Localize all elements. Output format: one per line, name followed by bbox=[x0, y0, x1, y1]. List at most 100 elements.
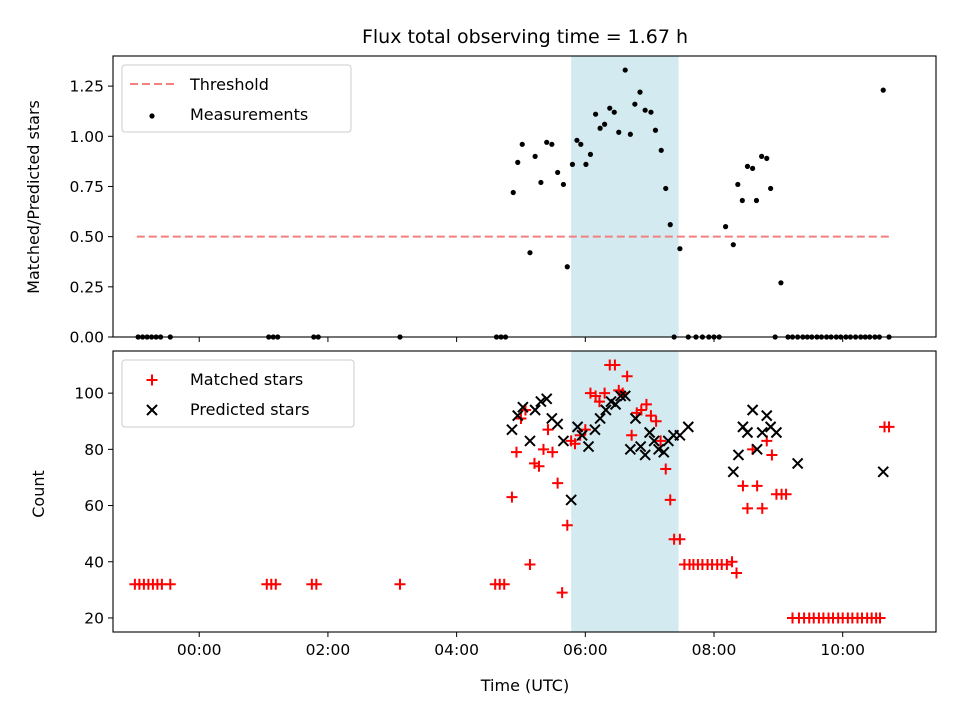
panel0-measurements-point bbox=[627, 131, 633, 137]
panel1-y-tick-label: 40 bbox=[84, 553, 104, 571]
panel1-predicted-stars-point bbox=[727, 466, 740, 478]
panel0-measurements-point bbox=[730, 242, 736, 248]
panel0-measurements-point bbox=[616, 129, 622, 135]
panel1-matched-stars-point bbox=[751, 480, 763, 492]
top-y-axis-label: Matched/Predicted stars bbox=[24, 100, 43, 294]
panel0-measurements-point bbox=[527, 250, 533, 256]
panel1-predicted-stars-point bbox=[600, 404, 612, 416]
legend-measurements-label: Measurements bbox=[190, 105, 308, 124]
legend-predicted-label: Predicted stars bbox=[190, 400, 310, 419]
panel1-predicted-stars-point bbox=[614, 390, 627, 402]
panel1-matched-stars-point bbox=[599, 387, 611, 399]
panel1-predicted-stars-point bbox=[658, 446, 670, 458]
panel1-predicted-stars-point bbox=[582, 440, 595, 453]
panel0-measurements-point bbox=[663, 185, 669, 192]
panel1-matched-stars-point bbox=[310, 578, 322, 590]
panel1-y-tick-label: 20 bbox=[84, 609, 104, 627]
panel1-predicted-stars-point bbox=[770, 426, 783, 439]
panel0-y-tick-label: 0.75 bbox=[69, 178, 104, 196]
legend-matched-marker bbox=[146, 374, 158, 386]
panel1-matched-stars-point bbox=[590, 390, 602, 402]
panel1-matched-stars-point bbox=[780, 488, 792, 500]
x-tick-label: 02:00 bbox=[306, 641, 351, 659]
panel1-predicted-stars-point bbox=[746, 404, 759, 416]
panel0-measurements-point bbox=[510, 189, 516, 196]
panel0-y-tick-label: 0.00 bbox=[69, 329, 104, 347]
panel1-predicted-stars-point bbox=[589, 423, 601, 436]
panel1-matched-stars-point bbox=[270, 578, 282, 590]
bottom-axes-frame bbox=[112, 350, 937, 633]
panel0-measurements-point bbox=[739, 197, 745, 204]
panel0-measurements-point bbox=[515, 159, 521, 165]
panel1-predicted-stars-point bbox=[674, 429, 686, 442]
panel1-predicted-stars-point bbox=[506, 423, 518, 436]
panel1-series-1 bbox=[506, 390, 889, 506]
panel0-series-0 bbox=[135, 67, 892, 340]
panel0-measurements-point bbox=[574, 137, 580, 143]
panel1-predicted-stars-point bbox=[609, 398, 622, 411]
panel1-predicted-stars-point bbox=[517, 401, 529, 413]
panel0-measurements-point bbox=[569, 161, 576, 167]
panel1-matched-stars-point bbox=[556, 587, 568, 599]
panel1-matched-stars-point bbox=[635, 404, 647, 416]
panel1-matched-stars-point bbox=[574, 429, 586, 441]
panel0-measurements-point bbox=[538, 179, 544, 186]
legend-matched-label: Matched stars bbox=[190, 370, 303, 389]
bottom-legend: Matched stars Predicted stars bbox=[121, 359, 355, 428]
panel1-predicted-stars-point bbox=[540, 393, 553, 405]
legend-predicted-marker bbox=[146, 404, 158, 416]
panel0-measurements-point bbox=[778, 280, 784, 286]
panel1-matched-stars-point bbox=[737, 480, 749, 492]
panel0-measurements-point bbox=[622, 67, 628, 73]
top-axes-frame bbox=[112, 55, 937, 338]
panel1-predicted-stars-point bbox=[524, 435, 536, 447]
panel0-measurements-point bbox=[611, 109, 617, 115]
panel1-predicted-stars-point bbox=[791, 457, 804, 470]
panel1-predicted-stars-point bbox=[565, 494, 577, 506]
panel1-matched-stars-point bbox=[640, 398, 652, 410]
x-axis-label: Time (UTC) bbox=[480, 676, 569, 695]
panel1-matched-stars-point bbox=[533, 460, 545, 472]
panel0-y-tick-label: 0.25 bbox=[69, 278, 104, 296]
panel1-predicted-stars-point bbox=[751, 443, 763, 456]
panel1-matched-stars-point bbox=[609, 359, 621, 371]
bottom-x-axis: 00:00 02:00 04:00 06:00 08:00 10:00 bbox=[177, 632, 865, 659]
panel0-measurements-point bbox=[593, 111, 599, 117]
x-tick-label: 00:00 bbox=[177, 641, 222, 659]
panel1-matched-stars-point bbox=[621, 370, 633, 382]
panel1-matched-stars-point bbox=[552, 477, 564, 489]
panel1-predicted-stars-point bbox=[634, 440, 647, 453]
panel0-measurements-point bbox=[637, 89, 643, 95]
panel0-measurements-point bbox=[652, 127, 659, 133]
panel1-predicted-stars-point bbox=[512, 409, 524, 422]
panel0-measurements-point bbox=[632, 101, 638, 107]
top-chart-title: Flux total observing time = 1.67 h bbox=[362, 26, 688, 48]
panel0-measurements-point bbox=[555, 169, 561, 176]
panel1-predicted-stars-point bbox=[732, 449, 745, 461]
panel1-matched-stars-point bbox=[874, 612, 886, 624]
panel1-predicted-stars-point bbox=[619, 390, 631, 402]
panel0-measurements-point bbox=[587, 151, 594, 157]
panel0-measurements-point bbox=[564, 264, 570, 270]
panel0-measurements-point bbox=[735, 181, 741, 188]
panel0-measurements-point bbox=[744, 163, 751, 169]
panel1-matched-stars-point bbox=[645, 410, 657, 422]
panel1-matched-stars-point bbox=[537, 443, 549, 455]
panel1-matched-stars-point bbox=[766, 449, 778, 461]
panel1-predicted-stars-point bbox=[576, 429, 588, 442]
panel0-measurements-point bbox=[532, 153, 538, 159]
panel0-measurements-point bbox=[642, 107, 648, 113]
top-legend: Threshold Measurements bbox=[121, 64, 352, 133]
panel1-predicted-stars-point bbox=[682, 421, 694, 433]
panel0-measurements-point bbox=[583, 161, 589, 167]
panel1-y-tick-label: 80 bbox=[84, 441, 104, 459]
panel0-measurements-point bbox=[597, 125, 603, 131]
bottom-plot-area bbox=[129, 351, 895, 632]
panel0-measurements-point bbox=[677, 246, 683, 252]
x-tick-label: 04:00 bbox=[434, 641, 479, 659]
panel0-measurements-point bbox=[607, 105, 613, 111]
panel1-matched-stars-point bbox=[542, 424, 554, 436]
panel1-matched-stars-point bbox=[756, 502, 768, 514]
panel1-matched-stars-point bbox=[626, 429, 638, 441]
panel0-measurements-point bbox=[722, 224, 729, 230]
